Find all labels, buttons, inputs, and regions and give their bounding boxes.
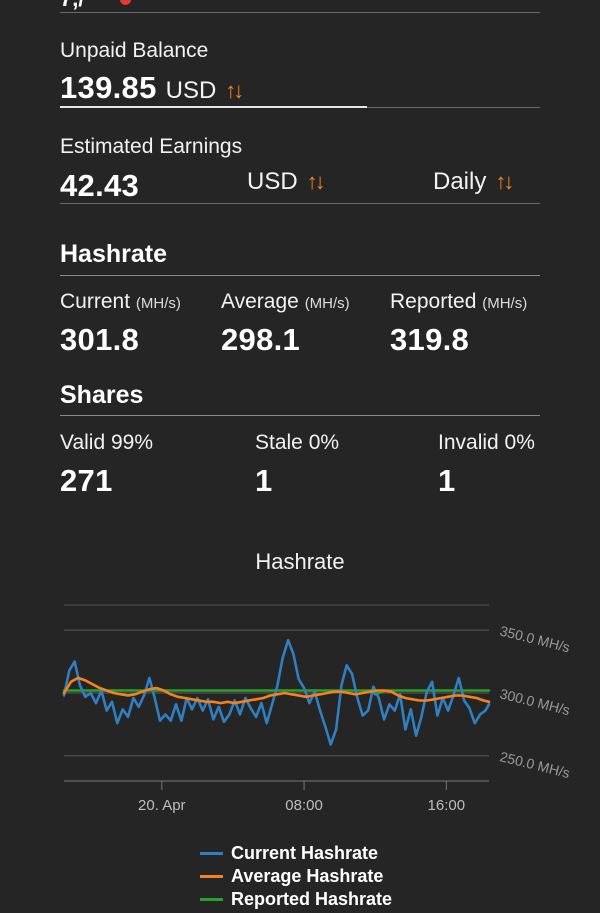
average-hashrate-label: Average (MH/s): [221, 290, 350, 314]
series-line-average-hashrate: [62, 676, 491, 705]
estimated-currency: USD: [247, 168, 298, 195]
status-dot: [120, 0, 131, 5]
reported-hashrate-label-text: Reported: [390, 290, 477, 313]
currency-input-underline: [60, 106, 367, 108]
swap-vertical-icon: ↑↓: [306, 169, 326, 194]
legend-swatch: [200, 874, 223, 878]
unpaid-balance-label: Unpaid Balance: [60, 39, 209, 62]
legend-swatch: [200, 897, 223, 901]
hashrate-chart[interactable]: 250.0 MH/s 300.0 MH/s 350.0 MH/s 20. Apr 08:…: [0, 590, 600, 830]
x-tick-label: 16:00: [428, 797, 466, 814]
x-tick-label: 20. Apr: [138, 797, 186, 814]
top-partial-value: 7,/: [60, 0, 84, 12]
shares-section-title: Shares: [60, 381, 144, 409]
estimated-earnings-label: Estimated Earnings: [60, 135, 243, 158]
legend-label: Reported Hashrate: [231, 888, 393, 909]
current-hashrate-label: Current (MH/s): [60, 290, 181, 314]
average-hashrate-value: 298.1: [221, 322, 301, 357]
current-hashrate-value: 301.8: [60, 322, 140, 357]
average-hashrate-label-text: Average: [221, 290, 299, 313]
series-line-current-hashrate: [62, 638, 491, 746]
swap-vertical-icon: ↑↓: [495, 169, 514, 194]
estimated-period-toggle[interactable]: Daily ↑↓: [433, 168, 514, 196]
current-hashrate-label-text: Current: [60, 290, 131, 313]
x-tick-label: 08:00: [285, 797, 323, 814]
y-tick-label: 300.0 MH/s: [498, 685, 571, 718]
divider: [60, 275, 540, 276]
divider: [60, 203, 540, 204]
reported-hashrate-unit: (MH/s): [482, 295, 528, 312]
legend-label: Average Hashrate: [231, 865, 384, 886]
legend-item-average[interactable]: Average Hashrate: [200, 865, 383, 887]
unpaid-balance-currency[interactable]: USD: [165, 77, 217, 104]
swap-vertical-icon[interactable]: ↑↓: [225, 78, 244, 103]
unpaid-balance-row: 139.85 USD ↑↓: [60, 70, 244, 106]
series-line-reported-hashrate: [62, 689, 491, 696]
valid-shares-label: Valid 99%: [60, 431, 154, 454]
hashrate-section-title: Hashrate: [60, 240, 167, 268]
stale-shares-value: 1: [255, 463, 273, 498]
estimated-earnings-value: 42.43: [60, 168, 140, 203]
average-hashrate-unit: (MH/s): [304, 295, 350, 312]
unpaid-balance-value: 139.85: [60, 70, 157, 105]
valid-shares-value: 271: [60, 463, 113, 498]
chart-title: Hashrate: [255, 549, 345, 574]
legend-item-reported[interactable]: Reported Hashrate: [200, 888, 392, 910]
reported-hashrate-value: 319.8: [390, 322, 470, 357]
legend-label: Current Hashrate: [231, 842, 379, 863]
y-tick-label: 350.0 MH/s: [498, 623, 571, 656]
reported-hashrate-label: Reported (MH/s): [390, 290, 527, 314]
invalid-shares-label: Invalid 0%: [438, 431, 535, 454]
divider: [367, 107, 540, 108]
estimated-currency-toggle[interactable]: USD ↑↓: [247, 168, 326, 196]
divider: [60, 12, 540, 13]
legend-swatch: [200, 851, 223, 855]
y-tick-label: 250.0 MH/s: [498, 748, 571, 781]
estimated-period: Daily: [433, 168, 487, 195]
legend-item-current[interactable]: Current Hashrate: [200, 842, 378, 864]
current-hashrate-unit: (MH/s): [135, 295, 181, 312]
divider: [60, 415, 540, 416]
invalid-shares-value: 1: [438, 463, 456, 498]
stale-shares-label: Stale 0%: [255, 431, 340, 454]
